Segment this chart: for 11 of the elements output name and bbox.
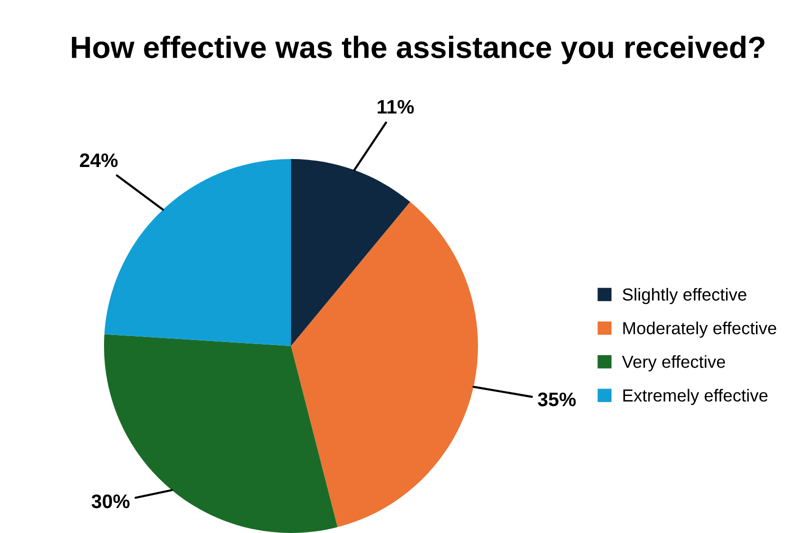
legend-label: Very effective [622,355,726,372]
data-label: 35% [538,392,576,406]
legend-label: Moderately effective [623,322,776,338]
legend-label: Slightly effective [622,288,746,304]
pie-slice [291,159,410,346]
legend-label: Extremely effective [623,388,768,406]
data-label: 24% [80,153,118,168]
pie-slice [291,202,478,528]
chart-title: How effective was the assistance you received? [72,36,764,64]
data-label: 11% [378,100,414,114]
data-label: 30% [92,494,130,508]
